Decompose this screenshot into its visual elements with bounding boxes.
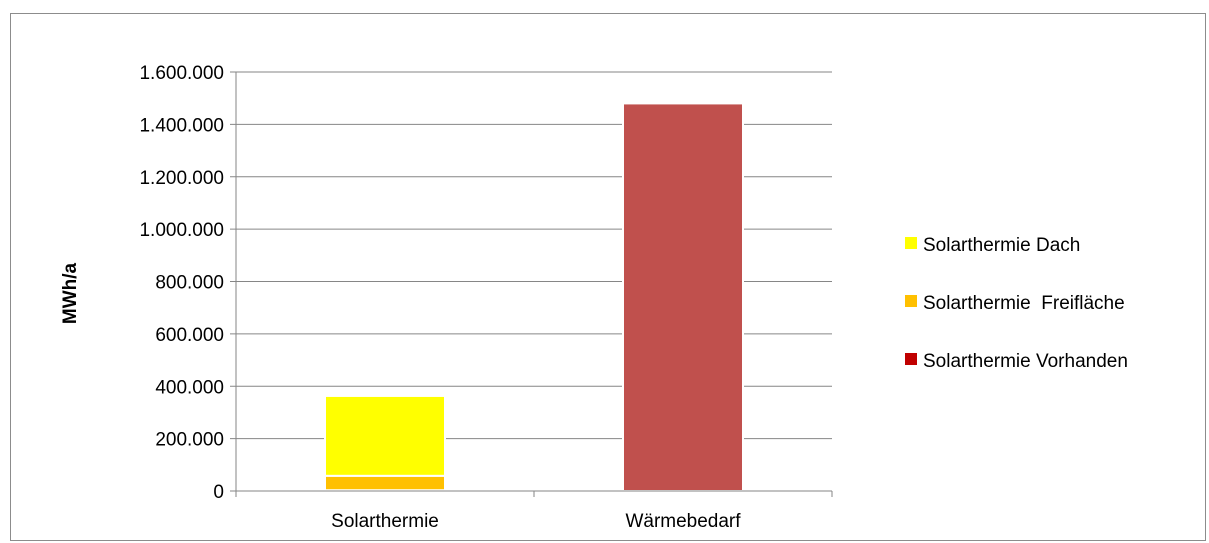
- y-tick-label: 1.400.000: [139, 115, 224, 136]
- y-tick-label: 1.200.000: [139, 168, 224, 189]
- y-tick-label: 0: [213, 482, 224, 503]
- bar-segment: [324, 394, 446, 477]
- legend-label: Solarthermie Dach: [923, 235, 1080, 256]
- legend-swatch: [905, 353, 917, 365]
- y-tick-label: 400.000: [155, 377, 224, 398]
- y-tick-label: 800.000: [155, 273, 224, 294]
- chart-frame: [10, 13, 1206, 541]
- y-tick-label: 1.000.000: [139, 220, 224, 241]
- y-axis-ticks: 0 200.000 400.000 600.000 800.000 1.000.000 1.…: [139, 63, 236, 503]
- x-axis-ticks: Solarthermie Wärmebedarf: [235, 491, 833, 532]
- bars: [324, 102, 744, 493]
- y-tick-label: 1.600.000: [139, 63, 224, 84]
- x-tick-label: Solarthermie: [331, 511, 439, 532]
- legend-swatch: [905, 295, 917, 307]
- legend-swatch: [905, 237, 917, 249]
- y-axis-title: MWh/a: [60, 262, 81, 324]
- y-tick-label: 600.000: [155, 325, 224, 346]
- legend-label: Solarthermie Vorhanden: [923, 351, 1128, 372]
- legend-label: Solarthermie Freifläche: [923, 293, 1125, 314]
- bar-segment: [622, 102, 744, 493]
- y-tick-label: 200.000: [155, 430, 224, 451]
- x-tick-label: Wärmebedarf: [625, 511, 741, 532]
- bar-segment: [324, 474, 446, 492]
- legend: Solarthermie Dach Solarthermie Freifläche…: [905, 235, 1128, 372]
